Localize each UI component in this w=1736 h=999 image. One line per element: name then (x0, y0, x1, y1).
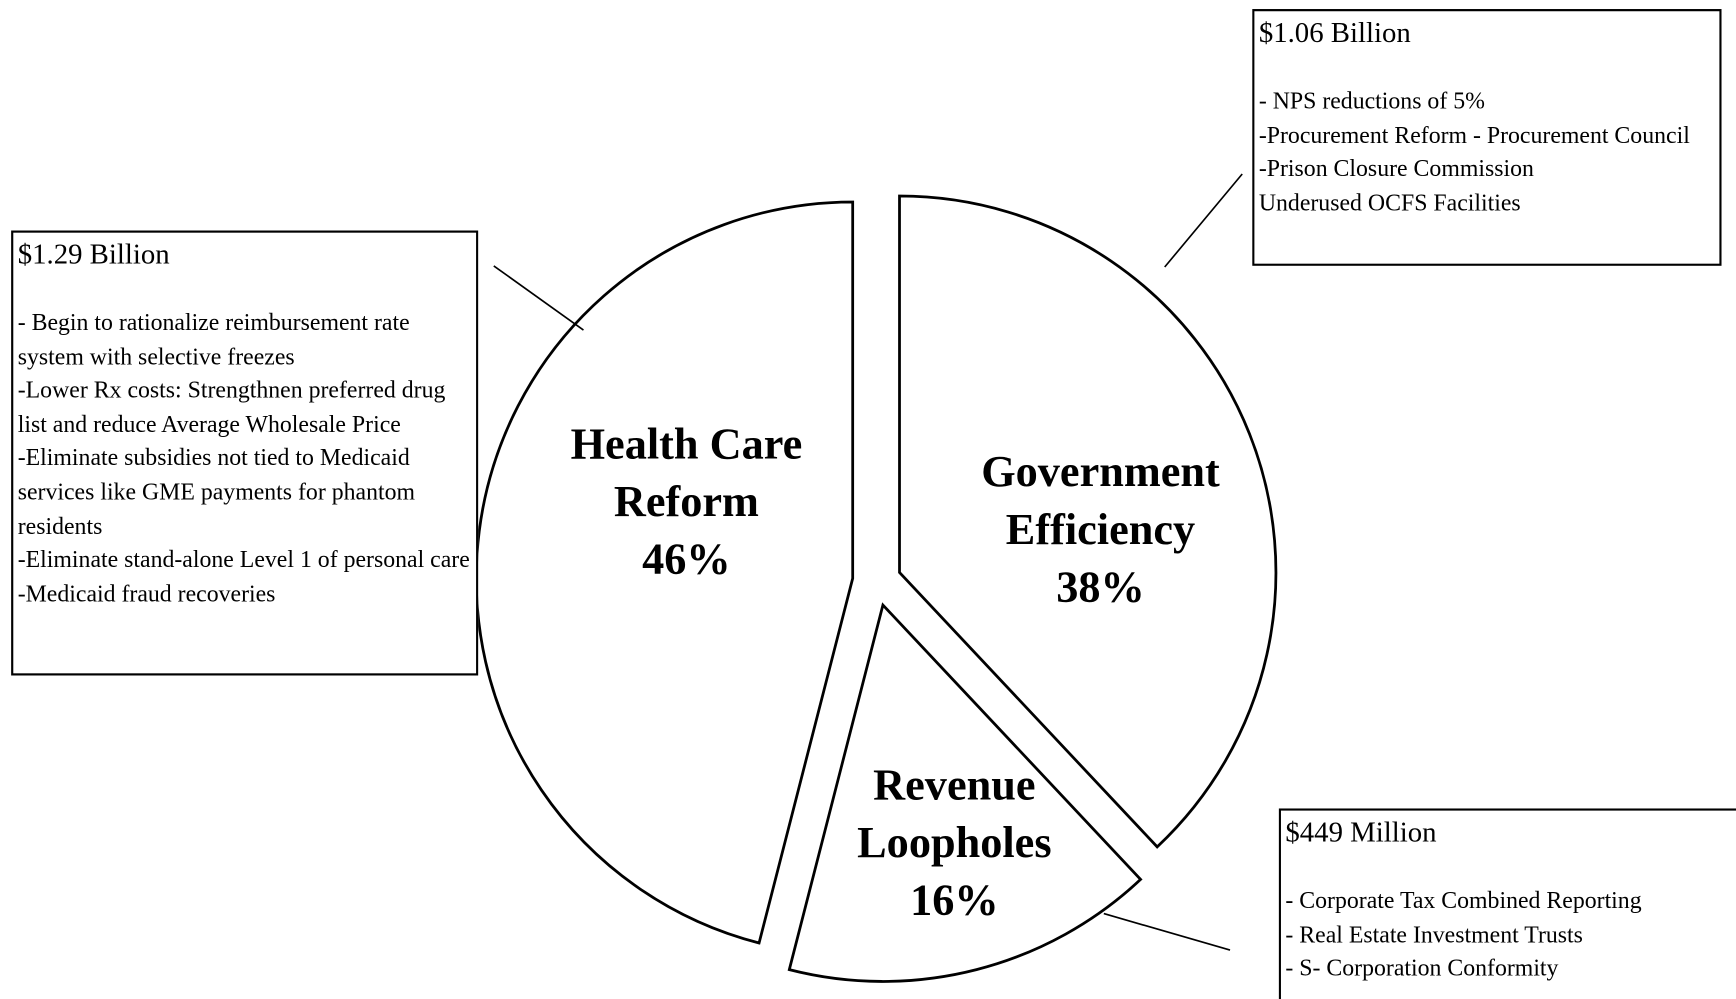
annotation-item: - Real Estate Investment Trusts (1285, 920, 1583, 948)
annotation-title: $1.06 Billion (1258, 16, 1411, 49)
annotation-item: -Eliminate stand-alone Level 1 of person… (17, 546, 470, 573)
annotation-item: - Corporate Tax Combined Reporting (1285, 887, 1642, 914)
slice-label: Health Care Reform 46% (520, 415, 852, 588)
annotation: $449 Million - Corporate Tax Combined Rep… (1278, 808, 1736, 999)
pie-slice (898, 194, 1278, 849)
annotation-box: $449 Million - Corporate Tax Combined Rep… (1278, 808, 1736, 999)
annotation-item: -Procurement Reform - Procurement Counci… (1258, 121, 1690, 149)
slice-percent: 46% (642, 533, 731, 584)
slice-name: Health Care Reform (570, 418, 803, 527)
annotation-item: - NPS reductions of 5% (1258, 87, 1485, 115)
pie-slice (474, 200, 855, 945)
annotation-item: - Begin to rationalize reimbursement rat… (17, 309, 410, 370)
annotation-item: - S- Corporation Conformity (1285, 954, 1559, 982)
annotation-box: $1.06 Billion - NPS reductions of 5% -Proc… (1252, 9, 1722, 266)
slice-label-group: Government Efficiency 38% (934, 443, 1266, 616)
annotation: $1.29 Billion - Begin to rationalize reim… (11, 230, 479, 676)
slice-label: Revenue Loopholes 16% (788, 756, 1120, 929)
leader-line (493, 265, 584, 331)
annotation-item: Underused OCFS Facilities (1258, 189, 1521, 216)
leader-line (1103, 912, 1231, 951)
annotation-title: $1.29 Billion (17, 238, 170, 271)
annotation: $1.06 Billion - NPS reductions of 5% -Proc… (1252, 9, 1722, 266)
slice-label-group: Revenue Loopholes 16% (788, 756, 1120, 929)
leader-line (1164, 173, 1243, 268)
annotation-item: -Lower Rx costs: Strengthnen preferred d… (17, 376, 446, 438)
slice-percent: 16% (910, 874, 999, 925)
slice-label-group: Health Care Reform 46% (520, 415, 852, 588)
annotation-box: $1.29 Billion - Begin to rationalize reim… (11, 230, 479, 676)
slice-name: Government Efficiency (981, 446, 1220, 554)
annotation-title: $449 Million (1285, 816, 1437, 849)
slice-percent: 38% (1056, 561, 1145, 612)
slice-label: Government Efficiency 38% (934, 443, 1266, 616)
annotation-item: -Prison Closure Commission (1258, 155, 1534, 182)
annotation-item: -Eliminate subsidies not tied to Medicai… (17, 444, 416, 539)
slice-name: Revenue Loopholes (857, 759, 1052, 868)
annotation-item: -Medicaid fraud recoveries (17, 580, 276, 607)
pie-slice (787, 602, 1143, 983)
